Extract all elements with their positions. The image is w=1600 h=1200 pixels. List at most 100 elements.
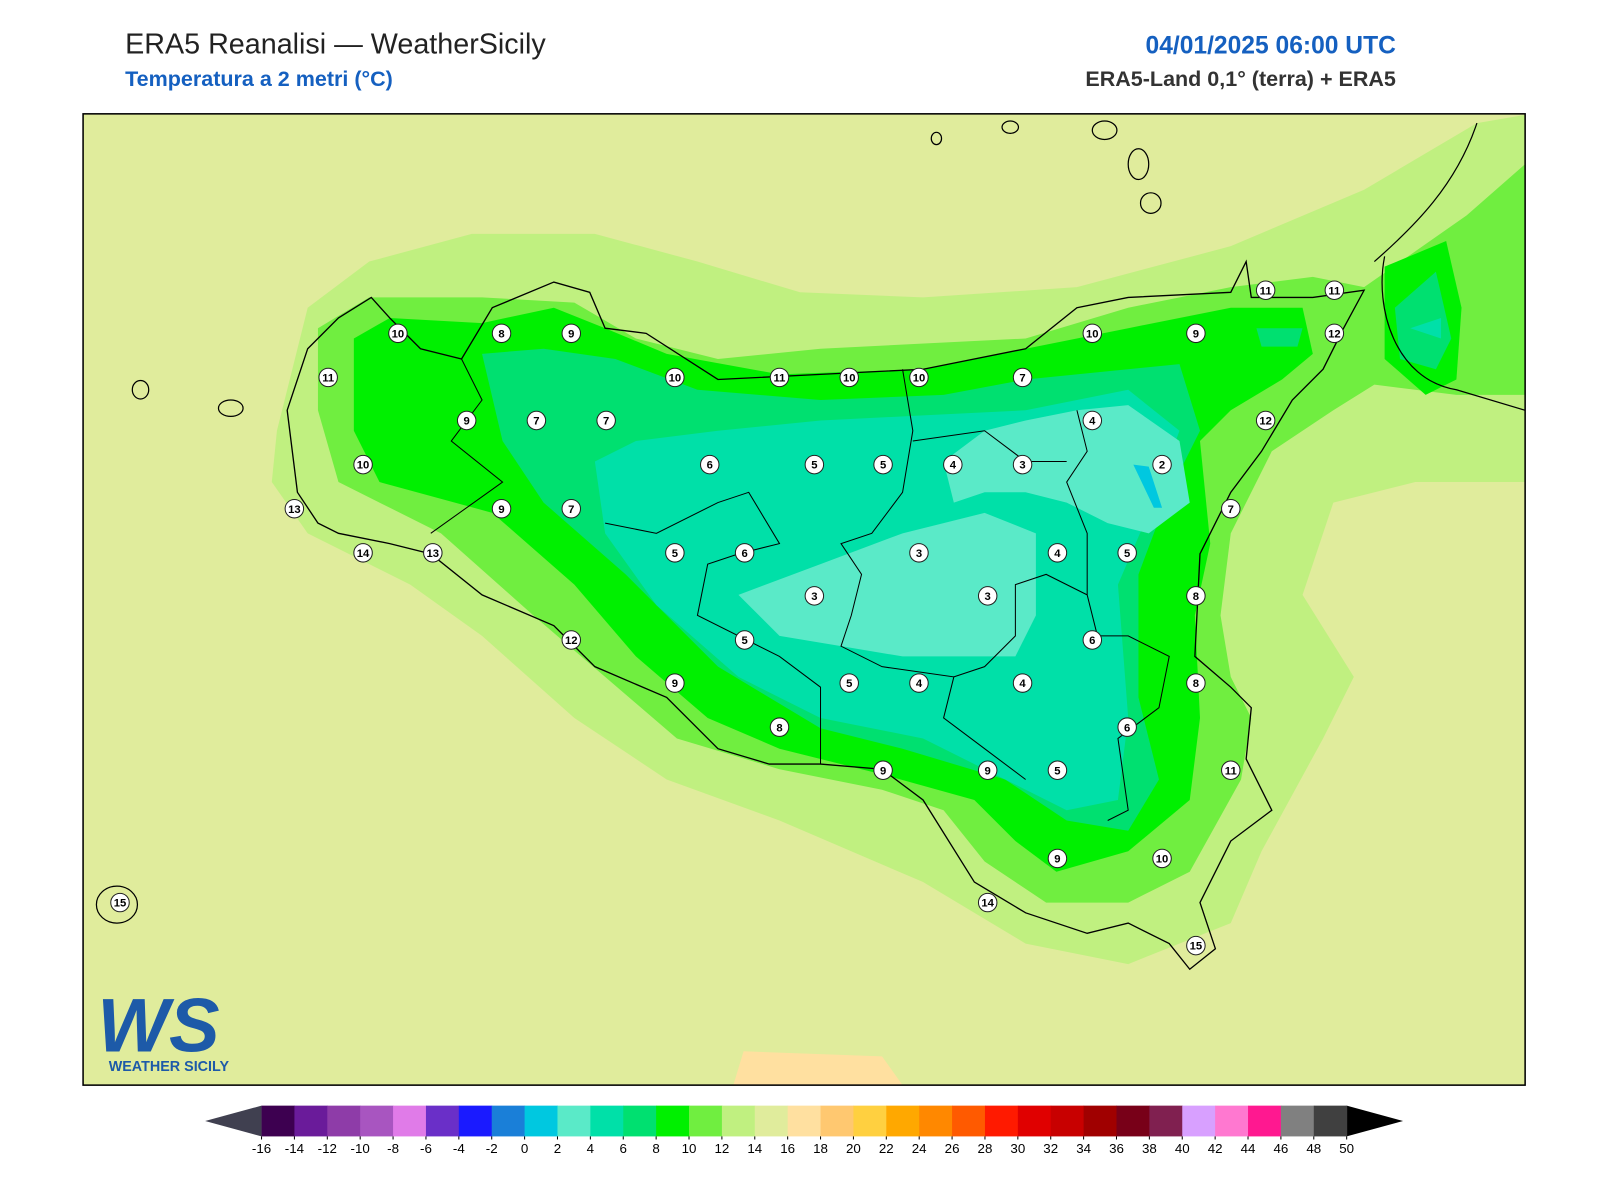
colorbar: -16 -14 -12 -10 -8 -6 -4 -2 0 2 4 6 8 10 12 14 16 18 20 22 2… <box>205 1105 1404 1156</box>
subtitle: Temperatura a 2 metri (°C) <box>125 67 393 91</box>
station-value: 11 <box>1225 765 1237 777</box>
station-value: 10 <box>392 328 405 340</box>
colorbar-tick-label: 30 <box>1010 1141 1025 1156</box>
colorbar-swatch <box>787 1105 822 1137</box>
colorbar-tick-label: 6 <box>620 1141 627 1156</box>
island <box>1127 148 1150 181</box>
calabria-coast <box>1381 256 1526 411</box>
station-marker <box>665 367 685 388</box>
station-value: 9 <box>672 678 678 690</box>
logo-mark: WS <box>97 983 219 1068</box>
station-marker <box>491 323 512 344</box>
station-value: 7 <box>568 504 574 516</box>
colorbar-swatch <box>1083 1105 1118 1137</box>
colorbar-tick-label: -6 <box>420 1141 432 1156</box>
station-marker <box>353 454 373 475</box>
station-value: 8 <box>1193 591 1199 603</box>
station-marker <box>1012 673 1033 693</box>
station-value: 6 <box>1124 722 1130 734</box>
station-marker <box>1152 454 1172 475</box>
temp-band <box>1256 328 1303 347</box>
station-marker <box>804 586 825 606</box>
station-value: 5 <box>811 460 817 472</box>
colorbar-tick-label: 22 <box>879 1141 894 1156</box>
colorbar-tick-label: -12 <box>318 1141 337 1156</box>
station-value: 9 <box>498 504 504 516</box>
colorbar-tick-label: 4 <box>587 1141 595 1156</box>
colorbar-swatch <box>1280 1105 1315 1137</box>
station-marker <box>1324 323 1345 344</box>
station-marker <box>1152 848 1172 869</box>
station-value: 10 <box>843 373 856 385</box>
station-marker <box>1221 760 1241 780</box>
station-marker <box>1047 848 1068 869</box>
island <box>1091 120 1118 141</box>
station-marker <box>388 323 408 344</box>
station-value: 15 <box>114 898 127 910</box>
station-marker <box>873 454 893 475</box>
colorbar-tick-label: 20 <box>846 1141 861 1156</box>
station-marker <box>769 717 790 737</box>
station-value: 11 <box>322 373 334 385</box>
coastline <box>286 259 1366 971</box>
colorbar-swatch <box>458 1105 493 1137</box>
station-marker <box>1012 367 1033 388</box>
colorbar-swatch <box>1313 1105 1348 1137</box>
colorbar-tick-label: 38 <box>1142 1141 1157 1156</box>
temp-band <box>738 512 1036 657</box>
datetime: 04/01/2025 06:00 UTC <box>1146 32 1397 59</box>
temp-band <box>1133 464 1163 508</box>
logo: WS WEATHER SICILY <box>97 983 229 1074</box>
map-frame <box>82 113 1526 1086</box>
colorbar-swatch <box>820 1105 854 1137</box>
station-value: 2 <box>1159 460 1165 472</box>
calabria-coast <box>1373 122 1478 263</box>
station-marker <box>526 410 547 431</box>
station-value: 3 <box>811 591 817 603</box>
station-value: 10 <box>357 460 370 472</box>
station-marker <box>1186 673 1206 693</box>
island <box>1139 192 1162 214</box>
station-value: 7 <box>1228 504 1234 516</box>
station-value: 5 <box>672 548 678 560</box>
colorbar-tick-label: 40 <box>1175 1141 1190 1156</box>
station-value: 9 <box>985 765 991 777</box>
station-value: 13 <box>288 504 301 516</box>
station-marker <box>596 410 616 431</box>
station-marker <box>456 410 477 431</box>
station-value: 13 <box>427 548 440 560</box>
station-marker <box>561 323 582 344</box>
colorbar-swatch <box>689 1105 723 1137</box>
station-marker <box>943 454 963 475</box>
temp-band <box>943 405 1190 534</box>
station-value: 5 <box>1124 548 1130 560</box>
colorbar-tick-label: -10 <box>351 1141 370 1156</box>
station-marker <box>1117 543 1137 563</box>
station-marker <box>1047 543 1068 563</box>
colorbar-swatch <box>1116 1105 1150 1137</box>
island <box>930 131 943 146</box>
colorbar-tick-label: 8 <box>652 1141 659 1156</box>
colorbar-over <box>1346 1105 1404 1137</box>
colorbar-swatch <box>853 1105 887 1137</box>
station-marker <box>1082 323 1103 344</box>
colorbar-tick-label: 44 <box>1241 1141 1256 1156</box>
colorbar-under <box>205 1105 262 1137</box>
station-marker <box>284 498 305 519</box>
station-marker <box>734 543 755 563</box>
colorbar-tick-label: 48 <box>1306 1141 1321 1156</box>
station-value: 9 <box>1054 854 1060 866</box>
station-value: 11 <box>774 373 786 385</box>
station-marker <box>1047 760 1068 780</box>
station-marker <box>1186 586 1206 606</box>
station-value: 4 <box>1019 678 1026 690</box>
station-marker <box>353 543 373 563</box>
station-marker <box>909 367 929 388</box>
colorbar-tick-label: 42 <box>1208 1141 1223 1156</box>
island <box>95 885 139 924</box>
station-marker <box>977 892 998 913</box>
temp-band <box>1410 317 1442 339</box>
station-value: 14 <box>981 898 994 910</box>
station-marker <box>909 673 929 693</box>
island <box>131 379 150 400</box>
